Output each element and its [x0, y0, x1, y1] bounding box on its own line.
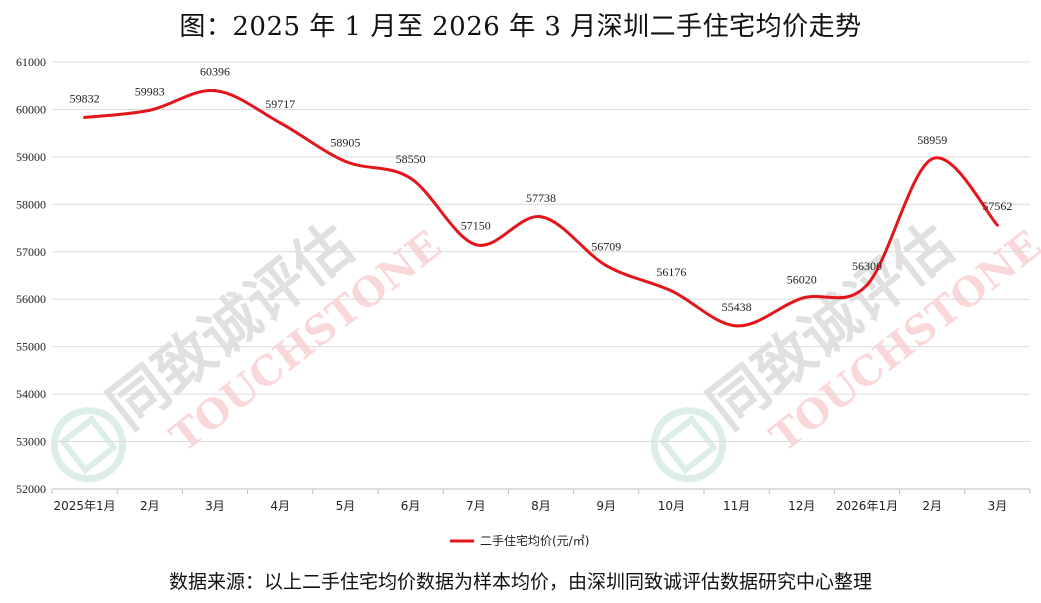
data-point [735, 324, 739, 328]
x-tick-label: 12月 [788, 499, 815, 513]
x-tick-label: 11月 [723, 499, 750, 513]
data-label: 56300 [852, 259, 882, 273]
y-axis-ticks: 52000 53000 54000 55000 56000 57000 58000 59000… [16, 55, 46, 496]
y-tick-label: 55000 [16, 340, 46, 354]
x-tick-label: 2025年1月 [54, 499, 116, 513]
data-source-note: 数据来源：以上二手住宅均价数据为样本均价，由深圳同致诚评估数据研究中心整理 [168, 571, 872, 593]
data-label: 56709 [591, 240, 621, 254]
x-tick-label: 10月 [658, 499, 685, 513]
data-point [669, 289, 673, 293]
y-tick-label: 56000 [16, 292, 46, 306]
data-point [865, 283, 869, 287]
x-tick-label: 9月 [596, 499, 616, 513]
data-point [343, 159, 347, 163]
x-tick-label: 2026年1月 [836, 499, 898, 513]
data-point [148, 108, 152, 112]
series-line-avg-price [84, 89, 999, 328]
data-point [995, 223, 999, 227]
y-tick-label: 54000 [16, 387, 46, 401]
data-label: 57562 [982, 199, 1012, 213]
data-point [278, 121, 282, 125]
y-tick-label: 58000 [16, 197, 46, 211]
x-tick-label: 5月 [336, 499, 356, 513]
legend: 二手住宅均价(元/㎡) [450, 533, 589, 548]
chart-title: 图：2025 年 1 月至 2026 年 3 月深圳二手住宅均价走势 [179, 12, 862, 42]
data-label: 58959 [917, 133, 947, 147]
x-tick-label: 2月 [922, 499, 942, 513]
data-label: 57738 [526, 191, 556, 205]
series-group [83, 89, 999, 328]
x-tick-label: 2月 [140, 499, 160, 513]
data-label: 56020 [787, 272, 817, 286]
data-point [800, 296, 804, 300]
data-point [539, 215, 543, 219]
data-label: 60396 [200, 65, 230, 79]
x-tick-label: 3月 [205, 499, 225, 513]
data-label: 58550 [396, 152, 426, 166]
y-tick-label: 59000 [16, 150, 46, 164]
line-chart: 52000 53000 54000 55000 56000 57000 58000 59000… [16, 55, 1031, 548]
x-axis-ticks: 2025年1月 2月 3月 4月 5月 6月 7月 8月 9月 10月 11月 12月 2026年1月 2… [51, 489, 1031, 513]
y-tick-label: 60000 [16, 102, 46, 116]
y-tick-label: 57000 [16, 245, 46, 259]
data-point [604, 264, 608, 268]
data-point [213, 89, 217, 93]
data-labels: 59832 59983 60396 59717 58905 58550 57150 57738… [70, 65, 1013, 314]
x-tick-label: 3月 [988, 499, 1008, 513]
data-label: 59983 [135, 84, 165, 98]
data-point [409, 176, 413, 180]
data-label: 59717 [265, 97, 295, 111]
data-label: 59832 [70, 91, 100, 105]
data-point [83, 115, 87, 119]
gridlines [52, 61, 1030, 490]
data-label: 56176 [656, 265, 686, 279]
data-label: 55438 [722, 300, 752, 314]
x-tick-label: 7月 [466, 499, 486, 513]
x-tick-label: 4月 [270, 499, 290, 513]
y-tick-label: 61000 [16, 55, 46, 69]
x-tick-label: 6月 [401, 499, 421, 513]
data-point [930, 157, 934, 161]
data-label: 57150 [461, 219, 491, 233]
legend-label: 二手住宅均价(元/㎡) [480, 533, 589, 548]
y-tick-label: 52000 [16, 482, 46, 496]
x-tick-label: 8月 [531, 499, 551, 513]
data-label: 58905 [330, 135, 360, 149]
data-point [474, 243, 478, 247]
y-tick-label: 53000 [16, 435, 46, 449]
